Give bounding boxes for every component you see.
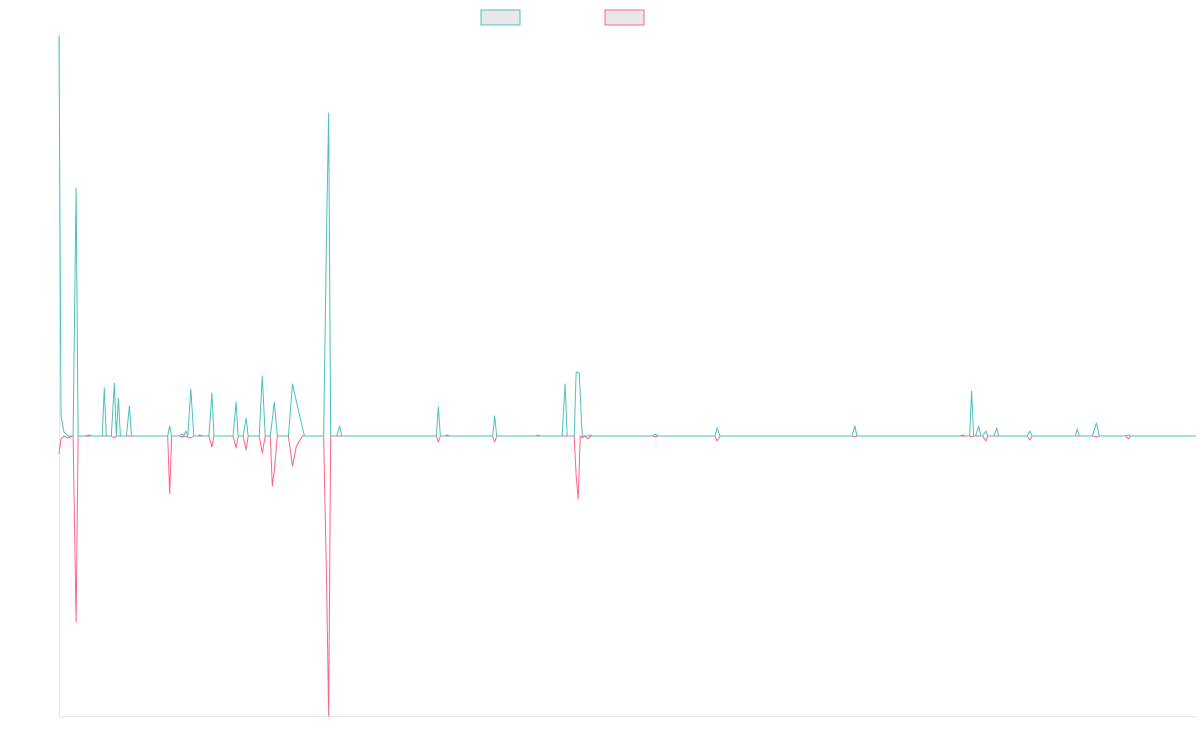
plot-area <box>58 33 1196 717</box>
series-layer <box>58 35 1196 717</box>
series-a-line <box>58 35 1196 437</box>
series-b-line <box>58 435 1196 717</box>
legend <box>480 9 645 26</box>
legend-swatch-series-b[interactable] <box>604 9 645 26</box>
legend-swatch-series-a[interactable] <box>480 9 521 26</box>
